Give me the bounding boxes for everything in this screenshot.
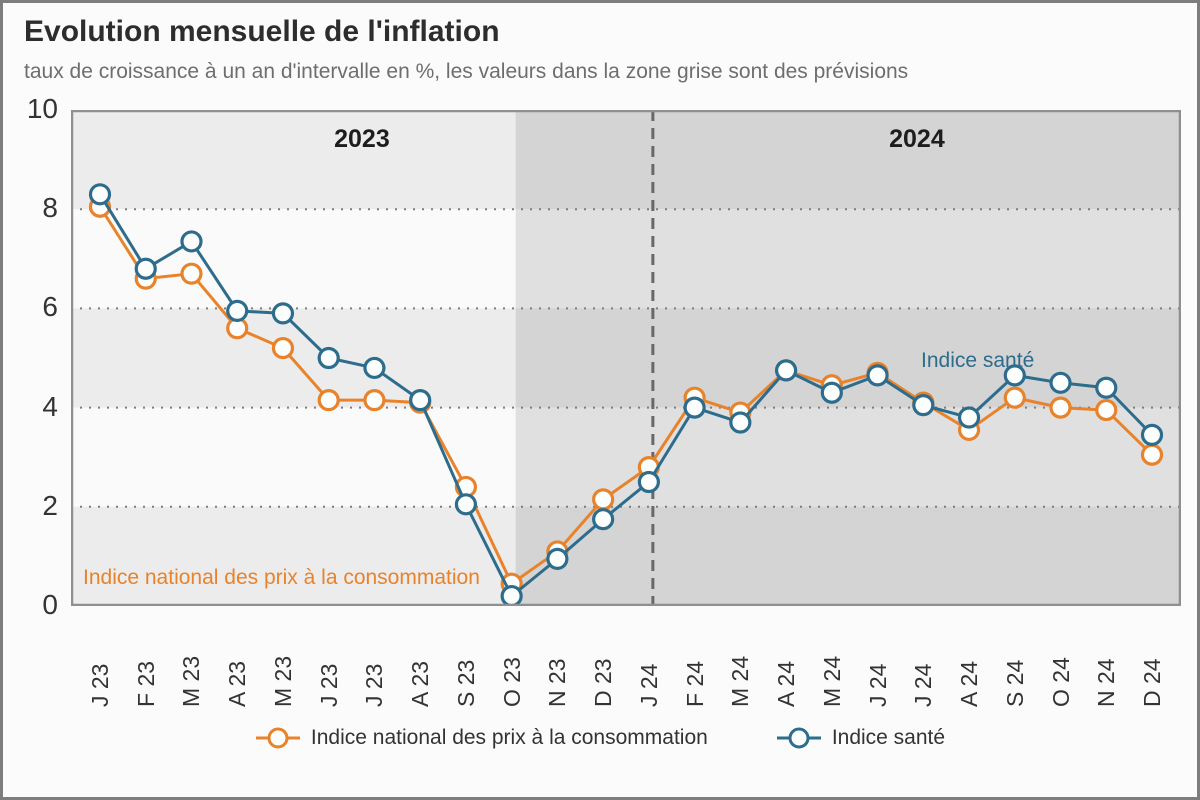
x-axis-tick-label: O 23 [498,657,525,707]
x-axis-tick-label: N 24 [1093,658,1120,707]
data-point-marker [1003,386,1026,409]
data-point-marker [88,183,112,206]
x-axis-tick-label: A 24 [773,660,800,707]
x-axis-tick-label: M 23 [178,655,205,707]
data-point-marker [271,336,295,360]
data-point-marker [592,508,615,531]
x-axis-tick-label: J 24 [635,663,662,707]
plot-band [71,506,1181,606]
x-axis-tick-label: M 24 [727,655,754,707]
x-axis-tick-label: A 24 [956,660,983,707]
x-axis-tick-label: M 24 [818,655,845,707]
inflation-line-chart [71,110,1181,606]
x-axis-tick-label: D 23 [590,658,617,707]
data-point-marker [957,406,981,429]
data-point-marker [134,257,157,280]
x-axis-tick-label: F 24 [681,660,708,707]
y-axis-tick-label: 2 [42,489,58,521]
x-axis-tick-label: N 23 [544,658,571,707]
x-axis-tick-label: A 23 [407,660,434,707]
y-axis-tick-label: 0 [42,589,58,620]
data-point-marker [774,359,798,382]
y-axis-tick-label: 6 [42,291,58,323]
data-point-marker [500,584,523,606]
data-point-marker [363,356,386,380]
x-axis-tick-label: D 24 [1139,658,1165,707]
x-axis-tick-label: J 24 [910,663,937,707]
x-axis-tick-label: O 24 [1047,657,1074,707]
data-point-marker [637,470,660,494]
data-point-marker [729,411,752,434]
data-point-marker [592,488,615,511]
x-axis-tick-label: A 23 [224,660,251,707]
data-point-marker [1140,423,1164,446]
data-point-marker [454,493,478,516]
y-axis-tick-label: 4 [42,390,58,422]
plot-band [71,407,1181,507]
cpi-series-label: Indice national des prix à la consommati… [83,566,480,589]
data-point-marker [1095,376,1118,399]
y-axis-tick-label: 10 [26,93,58,124]
data-point-marker [180,262,203,285]
legend-item: Indice santé [776,725,945,751]
year-label-2024: 2024 [889,125,945,153]
data-point-marker [363,389,386,412]
x-axis-tick-label: J 23 [315,663,342,707]
data-point-marker [1140,443,1164,466]
data-point-marker [1049,396,1072,419]
data-point-marker [1003,364,1026,387]
x-axis-tick-label: M 23 [269,655,296,707]
legend-marker-icon [776,727,821,749]
x-axis-tick-label: J 23 [87,663,113,707]
data-point-marker [180,230,203,253]
data-point-marker [546,547,569,570]
data-point-marker [912,394,935,417]
data-point-marker [409,389,432,412]
x-axis-tick-label: F 23 [132,660,159,707]
page-title: Evolution mensuelle de l'inflation [24,15,500,48]
data-point-marker [226,299,249,322]
plot-band [71,110,1181,210]
data-point-marker [820,381,843,404]
data-point-marker [1049,371,1072,394]
legend-label: Indice national des prix à la consommati… [310,726,708,749]
x-axis-tick-label: S 23 [452,659,479,707]
y-axis-tick-label: 8 [42,192,58,224]
plot-border [71,110,1181,606]
data-point-marker [866,364,889,387]
x-axis-tick-label: S 24 [1001,659,1028,707]
data-point-marker [271,302,295,325]
data-point-marker [683,396,706,419]
data-point-marker [317,346,340,370]
legend: Indice national des prix à la consommati… [3,725,1197,751]
x-axis-tick-label: J 23 [361,663,388,707]
legend-item: Indice national des prix à la consommati… [255,725,708,751]
x-axis-tick-label: J 24 [864,663,891,707]
health-series-label: Indice santé [921,349,1035,372]
data-point-marker [1095,398,1118,422]
legend-label: Indice santé [831,726,946,749]
year-label-2023: 2023 [334,125,390,153]
legend-marker-icon [255,727,300,749]
plot-band [71,209,1181,309]
page-subtitle: taux de croissance à un an d'intervalle … [24,60,909,83]
forecast-zone [515,110,1181,606]
data-point-marker [317,389,340,412]
